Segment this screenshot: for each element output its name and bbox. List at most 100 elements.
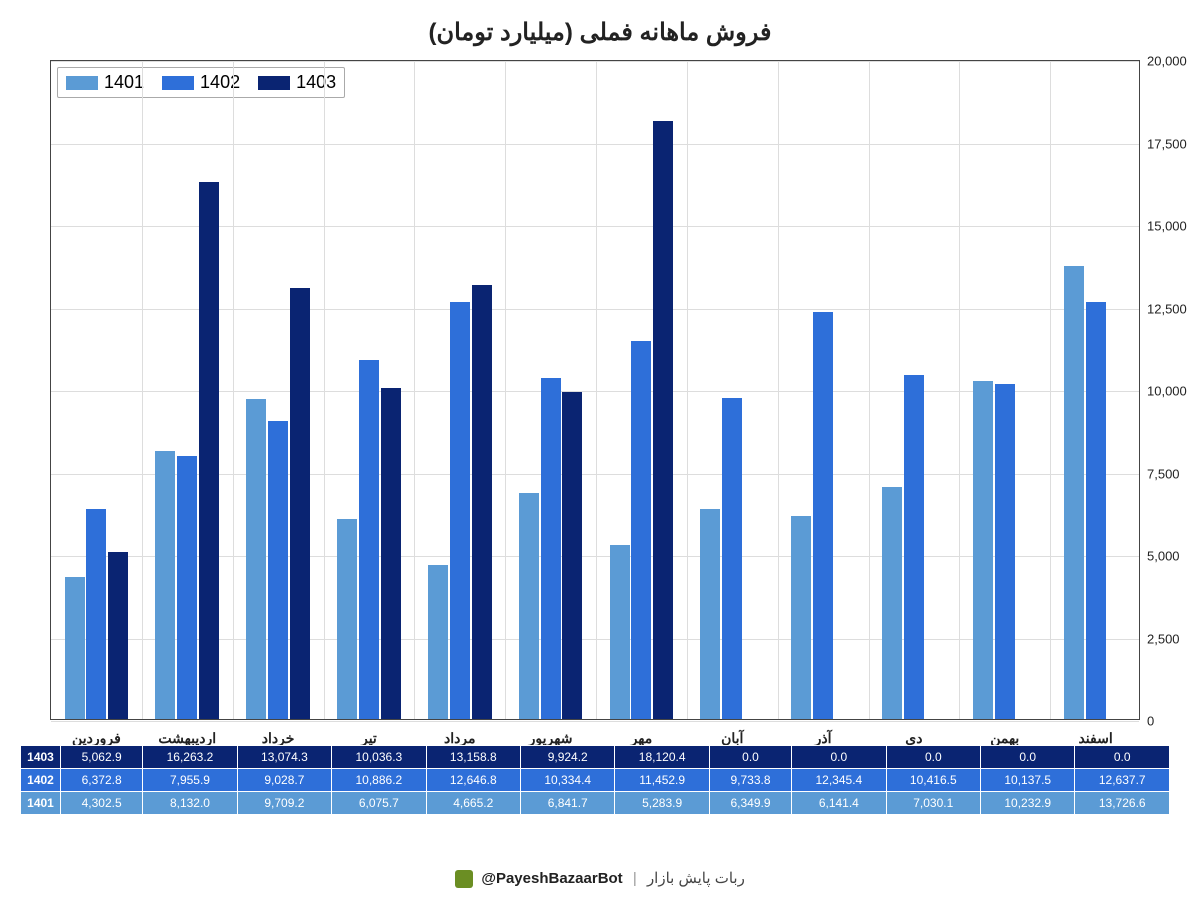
table-row: 14026,372.87,955.99,028.710,886.212,646.…: [21, 769, 1170, 792]
category-separator: [869, 61, 870, 719]
bar: [199, 182, 219, 719]
ytick-label: 17,500: [1147, 136, 1197, 151]
ytick-label: 10,000: [1147, 384, 1197, 399]
table-cell: 12,637.7: [1075, 769, 1170, 792]
chart-container: { "title": "فروش ماهانه فملی (میلیارد تو…: [0, 0, 1200, 900]
bar: [653, 121, 673, 719]
bar: [450, 302, 470, 719]
table-cell: 6,075.7: [332, 792, 426, 815]
table-cell: 0.0: [1075, 746, 1170, 769]
bar: [268, 421, 288, 719]
table-cell: 10,334.4: [521, 769, 615, 792]
table-cell: 0.0: [886, 746, 980, 769]
category-separator: [959, 61, 960, 719]
bar: [1064, 266, 1084, 719]
chart-title: فروش ماهانه فملی (میلیارد تومان): [0, 0, 1200, 47]
table-cell: 6,372.8: [61, 769, 143, 792]
footer-sep: |: [633, 870, 637, 887]
table-cell: 11,452.9: [615, 769, 709, 792]
table-cell: 4,302.5: [61, 792, 143, 815]
legend-swatch-1402: [162, 76, 194, 90]
category-separator: [142, 61, 143, 719]
bar: [722, 398, 742, 719]
plot-area: 1401 1402 1403 02,5005,0007,50010,00012,…: [50, 60, 1140, 720]
ytick-label: 5,000: [1147, 549, 1197, 564]
footer-handle: @PayeshBazaarBot: [481, 870, 622, 887]
bar: [1086, 302, 1106, 719]
bar: [973, 381, 993, 719]
bar: [177, 456, 197, 719]
ytick-label: 20,000: [1147, 54, 1197, 69]
category-separator: [778, 61, 779, 719]
table-row-header: 1402: [21, 769, 61, 792]
table-cell: 10,232.9: [981, 792, 1075, 815]
table-row: 14035,062.916,263.213,074.310,036.313,15…: [21, 746, 1170, 769]
table-cell: 16,263.2: [143, 746, 237, 769]
table-cell: 0.0: [709, 746, 791, 769]
table-cell: 9,924.2: [521, 746, 615, 769]
bar: [246, 399, 266, 719]
legend-swatch-1401: [66, 76, 98, 90]
table-cell: 6,349.9: [709, 792, 791, 815]
category-separator: [1050, 61, 1051, 719]
bar: [519, 493, 539, 719]
table-cell: 6,141.4: [792, 792, 886, 815]
table-cell: 10,886.2: [332, 769, 426, 792]
table-cell: 7,955.9: [143, 769, 237, 792]
legend-label: 1402: [200, 72, 240, 93]
table-cell: 9,709.2: [237, 792, 331, 815]
bar: [700, 509, 720, 719]
ytick-label: 7,500: [1147, 466, 1197, 481]
bar: [610, 545, 630, 719]
bar: [155, 451, 175, 719]
bar: [791, 516, 811, 719]
table-cell: 10,036.3: [332, 746, 426, 769]
bot-icon: [455, 870, 473, 888]
bar: [813, 312, 833, 719]
data-table: 14035,062.916,263.213,074.310,036.313,15…: [20, 745, 1170, 815]
gridline: [51, 721, 1139, 722]
table-row: 14014,302.58,132.09,709.26,075.74,665.26…: [21, 792, 1170, 815]
bar: [995, 384, 1015, 719]
category-separator: [505, 61, 506, 719]
category-separator: [414, 61, 415, 719]
bar: [541, 378, 561, 719]
legend-item-1401: 1401: [66, 72, 144, 93]
table-cell: 5,062.9: [61, 746, 143, 769]
legend: 1401 1402 1403: [57, 67, 345, 98]
table-cell: 9,733.8: [709, 769, 791, 792]
category-separator: [687, 61, 688, 719]
bar: [359, 360, 379, 719]
table-cell: 5,283.9: [615, 792, 709, 815]
bar: [562, 392, 582, 719]
legend-item-1402: 1402: [162, 72, 240, 93]
table-cell: 4,665.2: [426, 792, 520, 815]
legend-label: 1401: [104, 72, 144, 93]
category-separator: [596, 61, 597, 719]
ytick-label: 0: [1147, 714, 1197, 729]
table-row-header: 1401: [21, 792, 61, 815]
ytick-label: 12,500: [1147, 301, 1197, 316]
bar: [428, 565, 448, 719]
legend-label: 1403: [296, 72, 336, 93]
bar: [882, 487, 902, 719]
bar: [337, 519, 357, 719]
category-separator: [324, 61, 325, 719]
table-cell: 18,120.4: [615, 746, 709, 769]
table-cell: 10,137.5: [981, 769, 1075, 792]
bar: [290, 288, 310, 719]
table-cell: 13,074.3: [237, 746, 331, 769]
ytick-label: 2,500: [1147, 631, 1197, 646]
table-cell: 0.0: [981, 746, 1075, 769]
gridline: [51, 61, 1139, 62]
table-cell: 9,028.7: [237, 769, 331, 792]
bar: [65, 577, 85, 719]
table-cell: 7,030.1: [886, 792, 980, 815]
bar: [631, 341, 651, 719]
table-cell: 0.0: [792, 746, 886, 769]
bar: [86, 509, 106, 719]
ytick-label: 15,000: [1147, 219, 1197, 234]
bar: [381, 388, 401, 719]
bar: [108, 552, 128, 719]
table-row-header: 1403: [21, 746, 61, 769]
